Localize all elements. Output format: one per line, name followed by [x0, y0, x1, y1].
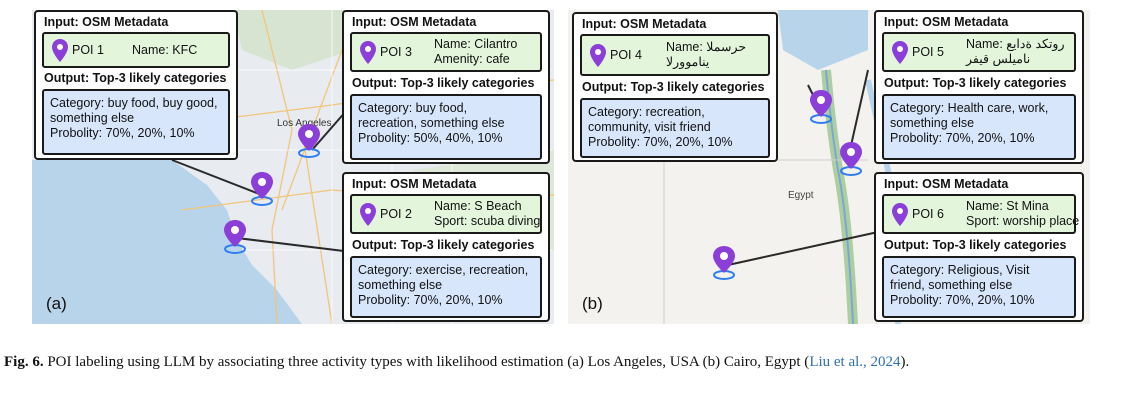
poi-metadata: Name: KFC: [132, 43, 198, 57]
figure-label: Fig. 6.: [4, 354, 44, 370]
input-title: Input: OSM Metadata: [44, 15, 169, 29]
poi-output-box: Category: buy food, recreation, somethin…: [350, 94, 542, 160]
output-title: Output: Top-3 likely categories: [44, 71, 227, 85]
output-title: Output: Top-3 likely categories: [884, 76, 1067, 90]
poi-id: POI 6: [912, 207, 944, 221]
input-title: Input: OSM Metadata: [582, 17, 707, 31]
location-pin-icon: [892, 41, 908, 64]
poi-card-4: Input: OSM Metadata POI 4 Name: حرسملا ي…: [572, 12, 778, 162]
poi-input-box: POI 6 Name: St Mina Sport: worship place: [882, 194, 1080, 234]
poi-output-box: Category: exercise, recreation, somethin…: [350, 256, 542, 318]
poi-input-box: POI 5 Name: روتكد ةدايع ناميلس قيفر: [882, 32, 1076, 72]
location-pin-icon: [590, 44, 606, 67]
poi-card-3: Input: OSM Metadata POI 3 Name: Cilantro…: [342, 10, 550, 164]
map-marker-icon[interactable]: [222, 218, 248, 254]
citation-link[interactable]: Liu et al., 2024: [809, 354, 901, 370]
panel-label-b: (b): [582, 294, 603, 313]
input-title: Input: OSM Metadata: [884, 177, 1009, 191]
poi-id: POI 3: [380, 45, 412, 59]
poi-id: POI 5: [912, 45, 944, 59]
panel-los-angeles: Los Angeles (a) Input: OSM Metadata POI …: [32, 10, 554, 324]
map-marker-icon[interactable]: [808, 88, 834, 124]
location-pin-icon: [892, 203, 908, 226]
location-pin-icon: [360, 203, 376, 226]
caption-end: ).: [900, 354, 910, 370]
poi-id: POI 2: [380, 207, 412, 221]
output-title: Output: Top-3 likely categories: [352, 76, 535, 90]
poi-metadata: Name: St Mina Sport: worship place: [966, 199, 1080, 228]
location-pin-icon: [360, 41, 376, 64]
output-title: Output: Top-3 likely categories: [884, 238, 1067, 252]
input-title: Input: OSM Metadata: [884, 15, 1009, 29]
map-marker-icon[interactable]: [296, 122, 322, 158]
poi-output-box: Category: Health care, work, something e…: [882, 94, 1076, 160]
poi-output-box: Category: buy food, buy good, something …: [42, 89, 230, 155]
figure-caption: Fig. 6. POI labeling using LLM by associ…: [4, 352, 1124, 372]
poi-input-box: POI 3 Name: Cilantro Amenity: cafe: [350, 32, 542, 72]
panel-cairo: Egypt (b) Input: OSM Metadata POI 4 Name…: [568, 10, 1090, 324]
location-pin-icon: [52, 39, 68, 62]
panel-label-a: (a): [46, 294, 67, 313]
poi-id: POI 4: [610, 48, 642, 62]
poi-output-box: Category: recreation, community, visit f…: [580, 98, 770, 158]
poi-metadata: Name: S Beach Sport: scuba diving: [434, 199, 541, 228]
map-marker-icon[interactable]: [249, 170, 275, 206]
caption-text: POI labeling using LLM by associating th…: [43, 354, 810, 370]
poi-metadata: Name: روتكد ةدايع ناميلس قيفر: [966, 37, 1065, 66]
map-marker-icon[interactable]: [711, 244, 737, 280]
poi-input-box: POI 4 Name: حرسملا يناموورلا: [580, 34, 770, 76]
poi-metadata: Name: Cilantro Amenity: cafe: [434, 37, 518, 66]
output-title: Output: Top-3 likely categories: [582, 80, 765, 94]
poi-card-6: Input: OSM Metadata POI 6 Name: St Mina …: [874, 172, 1084, 322]
input-title: Input: OSM Metadata: [352, 15, 477, 29]
map-label-egypt: Egypt: [788, 190, 814, 201]
map-marker-icon[interactable]: [838, 140, 864, 176]
poi-input-box: POI 1 Name: KFC: [42, 32, 230, 68]
poi-card-5: Input: OSM Metadata POI 5 Name: روتكد ةد…: [874, 10, 1084, 164]
poi-output-box: Category: Religious, Visit friend, somet…: [882, 256, 1076, 318]
input-title: Input: OSM Metadata: [352, 177, 477, 191]
map-label-los-angeles: Los Angeles: [277, 118, 332, 129]
output-title: Output: Top-3 likely categories: [352, 238, 535, 252]
poi-id: POI 1: [72, 43, 104, 57]
poi-card-1: Input: OSM Metadata POI 1 Name: KFC Outp…: [34, 10, 238, 160]
poi-card-2: Input: OSM Metadata POI 2 Name: S Beach …: [342, 172, 550, 322]
poi-input-box: POI 2 Name: S Beach Sport: scuba diving: [350, 194, 542, 234]
poi-metadata: Name: حرسملا يناموورلا: [666, 40, 747, 69]
